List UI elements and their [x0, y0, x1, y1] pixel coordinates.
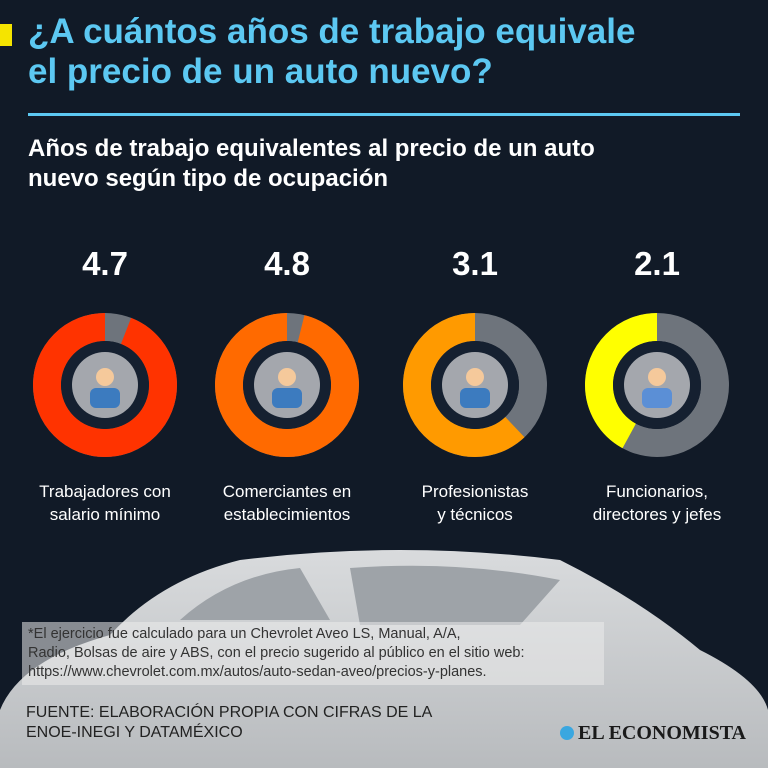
- donut-segment: [585, 313, 729, 457]
- logo-icon: [560, 726, 574, 740]
- value-label: 4.8: [264, 245, 310, 282]
- source-note: FUENTE: ELABORACIÓN PROPIA CON CIFRAS DE…: [26, 704, 433, 741]
- value-label: 3.1: [452, 245, 498, 282]
- donut-charts: [33, 313, 729, 457]
- accent-bar: [0, 24, 12, 46]
- donut-segment: [403, 313, 547, 457]
- logo: EL ECONOMISTA: [560, 722, 746, 745]
- donut-segment: [215, 313, 359, 457]
- page-title: ¿A cuántos años de trabajo equivale el pr…: [28, 12, 636, 91]
- value-label: 2.1: [634, 245, 680, 282]
- icon-head: [96, 368, 114, 386]
- category-label: Profesionistas y técnicos: [421, 482, 529, 524]
- category-label: Funcionarios, directores y jefes: [592, 482, 722, 524]
- category-label: Trabajadores con salario mínimo: [39, 482, 171, 524]
- icon-head: [278, 368, 296, 386]
- icon-head: [466, 368, 484, 386]
- value-label: 4.7: [82, 245, 128, 282]
- chart-subtitle: Años de trabajo equivalentes al precio d…: [28, 135, 595, 192]
- icon-body: [642, 388, 672, 408]
- icon-body: [460, 388, 490, 408]
- icon-body: [90, 388, 120, 408]
- donut-segment: [33, 313, 177, 457]
- category-label: Comerciantes en establecimientos: [222, 482, 352, 524]
- divider: [28, 113, 740, 116]
- icon-head: [648, 368, 666, 386]
- footnote: *El ejercicio fue calculado para un Chev…: [22, 622, 604, 685]
- icon-body: [272, 388, 302, 408]
